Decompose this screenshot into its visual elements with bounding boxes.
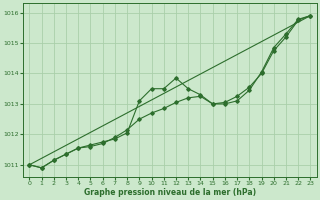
- X-axis label: Graphe pression niveau de la mer (hPa): Graphe pression niveau de la mer (hPa): [84, 188, 256, 197]
